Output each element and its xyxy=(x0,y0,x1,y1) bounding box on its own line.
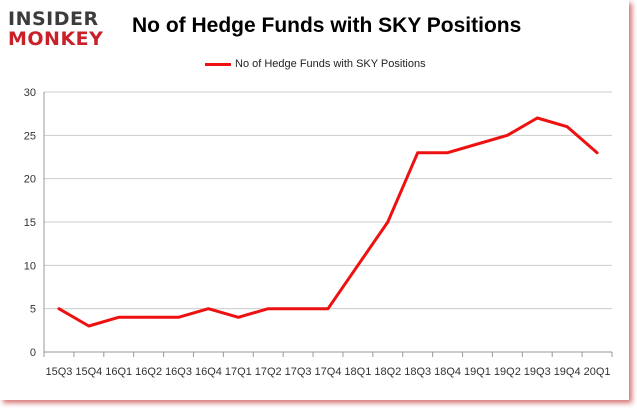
x-tick-label: 16Q1 xyxy=(105,366,132,378)
x-tick-label: 18Q4 xyxy=(434,366,461,378)
data-point xyxy=(536,116,539,120)
data-point xyxy=(237,316,240,319)
data-point xyxy=(595,151,599,154)
data-point xyxy=(207,307,210,310)
chart-frame: INSIDER MONKEY No of Hedge Funds with SK… xyxy=(8,8,613,378)
data-point xyxy=(57,307,61,310)
x-tick-label: 15Q3 xyxy=(45,366,72,378)
x-tick-label: 19Q3 xyxy=(524,366,551,378)
data-point xyxy=(416,151,419,154)
x-tick-label: 16Q2 xyxy=(135,366,162,378)
data-point xyxy=(386,220,389,224)
chart-title: No of Hedge Funds with SKY Positions xyxy=(132,14,522,37)
line-chart: 0 5 10 15 20 25 30 15Q3 15Q4 16Q1 16Q2 16Q3 16Q4 17Q1… xyxy=(24,87,613,378)
legend-label: No of Hedge Funds with SKY Positions xyxy=(235,58,426,70)
x-tick-label: 17Q1 xyxy=(225,366,252,378)
x-tick-label: 19Q2 xyxy=(494,366,521,378)
data-point xyxy=(267,307,270,310)
y-tick-label: 10 xyxy=(24,260,36,272)
insider-monkey-logo: INSIDER MONKEY xyxy=(8,8,118,52)
x-tick-label: 15Q4 xyxy=(75,366,102,378)
data-point xyxy=(87,324,91,328)
tick-labels: 0 5 10 15 20 25 30 15Q3 15Q4 16Q1 16Q2 16Q3 16Q4 17Q1… xyxy=(24,87,611,378)
gridlines xyxy=(44,91,612,310)
x-tick-label: 17Q3 xyxy=(285,366,312,378)
data-point xyxy=(476,142,479,146)
x-tick-label: 18Q1 xyxy=(344,366,371,378)
x-tick-label: 19Q1 xyxy=(464,366,491,378)
y-tick-label: 20 xyxy=(24,174,36,186)
logo-line-1: INSIDER xyxy=(8,8,99,30)
x-tick-label: 16Q3 xyxy=(165,366,192,378)
data-point xyxy=(117,316,120,319)
axes xyxy=(43,92,613,357)
y-tick-label: 30 xyxy=(24,87,36,99)
x-tick-label: 17Q2 xyxy=(255,366,282,378)
x-tick-label: 17Q4 xyxy=(315,366,342,378)
data-point xyxy=(147,316,150,319)
series-layer xyxy=(57,116,599,328)
legend-swatch xyxy=(205,62,231,66)
x-tick-label: 16Q4 xyxy=(195,366,222,378)
y-tick-label: 0 xyxy=(30,347,36,359)
x-tick-label: 18Q3 xyxy=(404,366,431,378)
data-point xyxy=(177,316,180,319)
y-tick-label: 5 xyxy=(30,304,36,316)
data-point xyxy=(565,125,569,128)
data-point xyxy=(506,134,509,137)
data-point xyxy=(356,264,360,267)
x-tick-label: 20Q1 xyxy=(584,366,611,378)
data-point xyxy=(446,151,449,154)
logo-line-2: MONKEY xyxy=(8,28,104,50)
x-tick-label: 18Q2 xyxy=(374,366,401,378)
data-point xyxy=(296,307,300,310)
chart-legend: No of Hedge Funds with SKY Positions xyxy=(205,58,426,70)
y-tick-label: 15 xyxy=(24,217,36,229)
y-tick-label: 25 xyxy=(24,130,36,142)
data-point xyxy=(326,307,330,310)
x-tick-label: 19Q4 xyxy=(554,366,581,378)
